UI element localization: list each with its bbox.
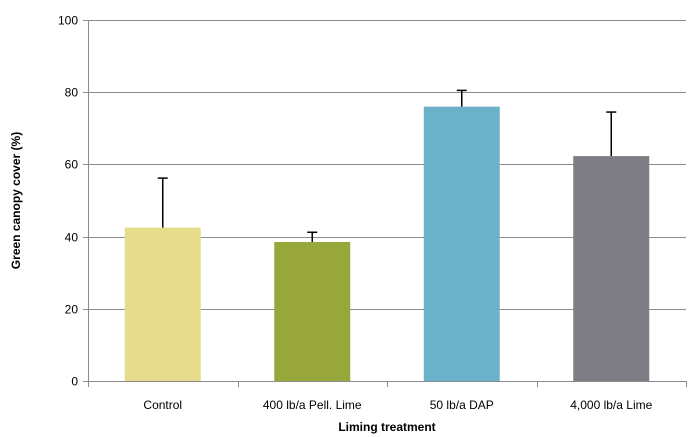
error-bars xyxy=(157,89,617,243)
x-tick-label: 400 lb/a Pell. Lime xyxy=(263,398,362,412)
bar xyxy=(423,106,500,381)
y-tick-label: 40 xyxy=(65,231,79,245)
axes xyxy=(83,20,687,387)
y-tick-label: 0 xyxy=(71,375,78,389)
x-tick-label: Control xyxy=(143,398,182,412)
y-tick-label: 100 xyxy=(58,14,78,28)
x-tick-label: 4,000 lb/a Lime xyxy=(570,398,652,412)
bar xyxy=(124,227,201,381)
y-tick-label: 60 xyxy=(65,158,79,172)
y-tick-label: 80 xyxy=(65,86,79,100)
bar xyxy=(274,242,351,381)
y-tick-labels: 0 20 40 60 80 100 xyxy=(58,14,78,389)
bars xyxy=(124,106,650,381)
x-tick-labels: Control 400 lb/a Pell. Lime 50 lb/a DAP 4,0… xyxy=(143,398,652,412)
y-tick-label: 20 xyxy=(65,303,79,317)
x-axis-title: Liming treatment xyxy=(338,420,435,434)
y-axis-title: Green canopy cover (%) xyxy=(9,132,23,269)
bar xyxy=(573,156,650,381)
x-tick-label: 50 lb/a DAP xyxy=(430,398,494,412)
